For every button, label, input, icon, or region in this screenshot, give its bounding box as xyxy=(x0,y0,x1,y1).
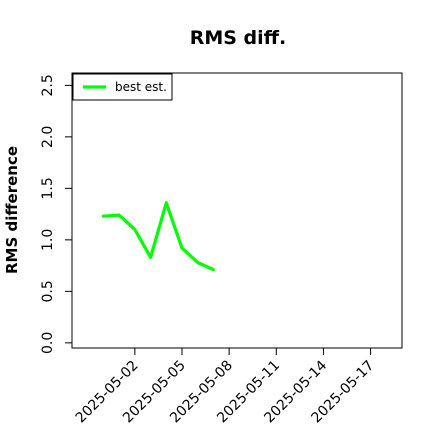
series-line-best-est xyxy=(101,201,215,272)
y-tick-label: 2.0 xyxy=(40,126,56,148)
chart-title: RMS diff. xyxy=(190,27,287,49)
plot-frame xyxy=(71,72,403,349)
y-tick-label: 0.5 xyxy=(40,280,56,302)
y-tick-label: 2.5 xyxy=(40,74,56,96)
y-tick-label: 1.0 xyxy=(40,229,56,251)
y-tick-label: 0.0 xyxy=(40,332,56,354)
plot-area: 0.00.51.01.52.02.52025-05-022025-05-0520… xyxy=(40,72,403,426)
y-axis-label: RMS difference xyxy=(3,146,21,274)
y-tick-label: 1.5 xyxy=(40,177,56,199)
legend-label: best est. xyxy=(115,80,167,94)
